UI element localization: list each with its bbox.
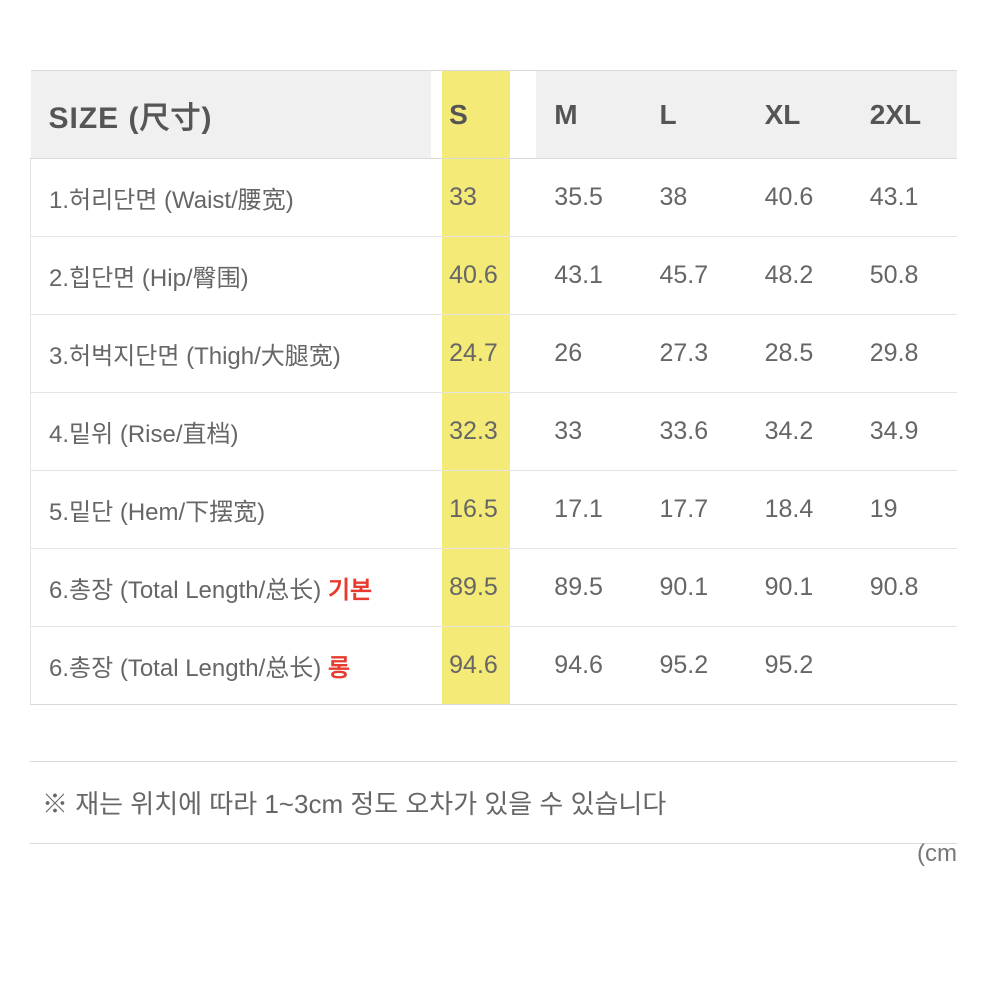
footnote-box: ※ 재는 위치에 따라 1~3cm 정도 오차가 있을 수 있습니다 (cm: [30, 761, 957, 844]
cell: 94.6: [536, 627, 641, 705]
cell: 48.2: [747, 237, 852, 315]
unit-label: (cm: [917, 840, 957, 868]
cell: 95.2: [747, 627, 852, 705]
cell: 45.7: [641, 237, 746, 315]
table-row: 4.밑위 (Rise/直档)32.33333.634.234.9: [31, 393, 958, 471]
table-row: 6.총장 (Total Length/总长) 기본89.589.590.190.…: [31, 549, 958, 627]
cell: 43.1: [852, 159, 957, 237]
cell: 50.8: [852, 237, 957, 315]
row-label: 1.허리단면 (Waist/腰宽): [31, 159, 432, 237]
cell: 35.5: [536, 159, 641, 237]
cell: 34.2: [747, 393, 852, 471]
row-label: 2.힙단면 (Hip/臀围): [31, 237, 432, 315]
size-col-2: L: [641, 71, 746, 159]
cell: 94.6: [431, 627, 536, 705]
cell: 24.7: [431, 315, 536, 393]
cell: 89.5: [536, 549, 641, 627]
cell: 90.8: [852, 549, 957, 627]
table-row: 3.허벅지단면 (Thigh/大腿宽)24.72627.328.529.8: [31, 315, 958, 393]
cell: 33.6: [641, 393, 746, 471]
table-row: 2.힙단면 (Hip/臀围)40.643.145.748.250.8: [31, 237, 958, 315]
row-label: 3.허벅지단면 (Thigh/大腿宽): [31, 315, 432, 393]
cell: 40.6: [431, 237, 536, 315]
cell: 29.8: [852, 315, 957, 393]
row-label: 5.밑단 (Hem/下摆宽): [31, 471, 432, 549]
row-label: 6.총장 (Total Length/总长) 롱: [31, 627, 432, 705]
cell: 32.3: [431, 393, 536, 471]
cell: 40.6: [747, 159, 852, 237]
cell: [852, 627, 957, 705]
header-label: SIZE (尺寸): [31, 71, 432, 159]
cell: 38: [641, 159, 746, 237]
cell: 19: [852, 471, 957, 549]
cell: 34.9: [852, 393, 957, 471]
cell: 17.1: [536, 471, 641, 549]
row-label: 4.밑위 (Rise/直档): [31, 393, 432, 471]
table-row: 5.밑단 (Hem/下摆宽)16.517.117.718.419: [31, 471, 958, 549]
cell: 95.2: [641, 627, 746, 705]
table-row: 1.허리단면 (Waist/腰宽)3335.53840.643.1: [31, 159, 958, 237]
size-col-3: XL: [747, 71, 852, 159]
cell: 43.1: [536, 237, 641, 315]
cell: 90.1: [641, 549, 746, 627]
row-label-accent: 기본: [328, 577, 372, 604]
cell: 18.4: [747, 471, 852, 549]
footnote-text: ※ 재는 위치에 따라 1~3cm 정도 오차가 있을 수 있습니다: [42, 789, 666, 819]
size-table-container: SIZE (尺寸) S M L XL 2XL 1.허리단면 (Waist/腰宽)…: [30, 70, 957, 705]
cell: 28.5: [747, 315, 852, 393]
cell: 90.1: [747, 549, 852, 627]
cell: 27.3: [641, 315, 746, 393]
size-col-1: M: [536, 71, 641, 159]
cell: 89.5: [431, 549, 536, 627]
cell: 33: [431, 159, 536, 237]
table-row: 6.총장 (Total Length/总长) 롱94.694.695.295.2: [31, 627, 958, 705]
row-label: 6.총장 (Total Length/总长) 기본: [31, 549, 432, 627]
size-col-0: S: [431, 71, 536, 159]
cell: 26: [536, 315, 641, 393]
size-col-4: 2XL: [852, 71, 957, 159]
row-label-accent: 롱: [328, 655, 350, 682]
size-table: SIZE (尺寸) S M L XL 2XL 1.허리단면 (Waist/腰宽)…: [30, 70, 957, 705]
cell: 17.7: [641, 471, 746, 549]
size-table-header-row: SIZE (尺寸) S M L XL 2XL: [31, 71, 958, 159]
cell: 16.5: [431, 471, 536, 549]
cell: 33: [536, 393, 641, 471]
